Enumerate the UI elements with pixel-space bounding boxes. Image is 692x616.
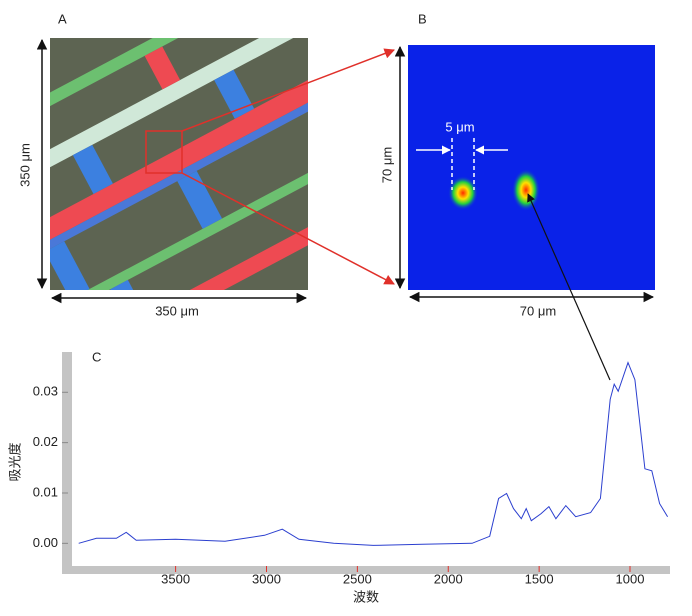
scale-label: 70 μm bbox=[520, 303, 556, 318]
plot: 0.00 0.01 0.02 0.03 3500 3000 2500 2000 1500 1000 bbox=[33, 361, 669, 586]
pointer-arrow bbox=[527, 193, 611, 381]
y-tick-label: 0.00 bbox=[33, 535, 58, 550]
scale-label: 70 μm bbox=[379, 147, 394, 183]
y-axis-label: 吸光度 bbox=[7, 442, 22, 481]
spot-label: 5 μm bbox=[445, 119, 474, 134]
x-tick-label: 1500 bbox=[525, 571, 554, 586]
zoom-arrow bbox=[181, 172, 395, 285]
x-tick-label: 1000 bbox=[616, 571, 645, 586]
hot-spot bbox=[512, 169, 540, 211]
panel-label: A bbox=[58, 11, 67, 26]
x-axis-label: 波数 bbox=[353, 589, 379, 604]
scale-label: 350 μm bbox=[17, 143, 32, 187]
x-tick-label: 3500 bbox=[161, 571, 190, 586]
axis-bar bbox=[62, 566, 670, 574]
zoom-box bbox=[145, 130, 183, 174]
y-tick-label: 0.03 bbox=[33, 384, 58, 399]
scale-label: 350 μm bbox=[155, 303, 199, 318]
micrograph bbox=[50, 38, 308, 290]
intensity-map bbox=[408, 45, 655, 290]
panel-label: C bbox=[92, 349, 101, 364]
spectrum-line bbox=[78, 361, 669, 546]
x-tick-label: 3000 bbox=[252, 571, 281, 586]
zoom-arrow bbox=[181, 48, 395, 132]
y-tick-label: 0.02 bbox=[33, 434, 58, 449]
y-tick-label: 0.01 bbox=[33, 484, 58, 499]
hot-spot bbox=[448, 176, 478, 210]
axis-bar bbox=[62, 352, 72, 574]
panel-label: B bbox=[418, 11, 427, 26]
x-tick-label: 2000 bbox=[434, 571, 463, 586]
x-tick-label: 2500 bbox=[343, 571, 372, 586]
